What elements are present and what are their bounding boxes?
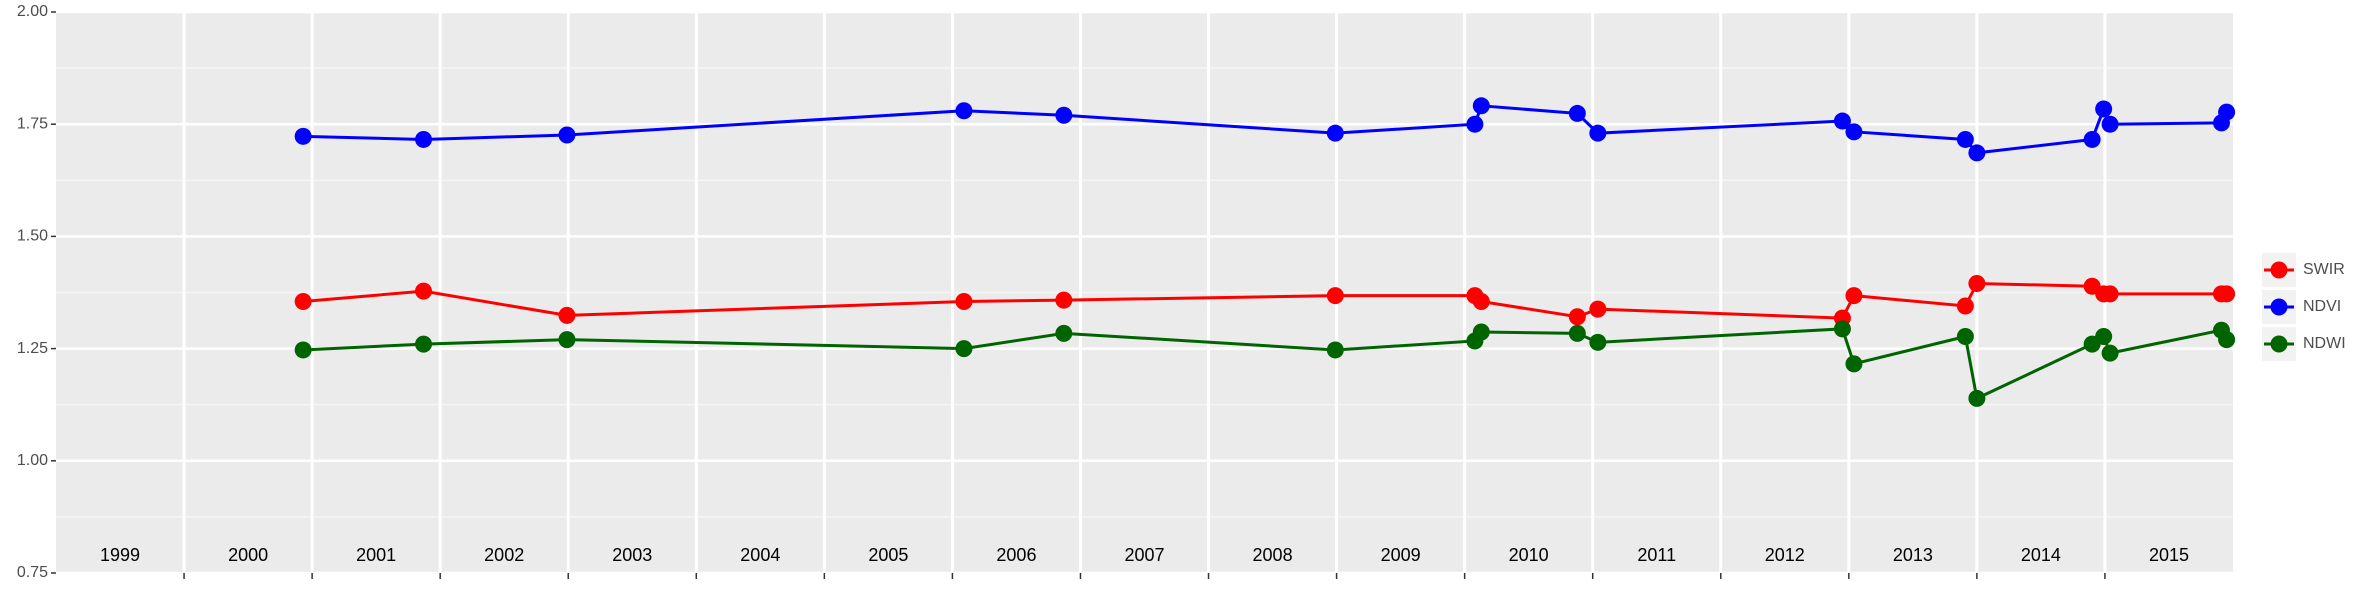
point <box>2083 130 2101 148</box>
point <box>1326 341 1344 359</box>
point <box>1956 130 1974 148</box>
point <box>1968 144 1986 162</box>
y-tick-label: 1.75 <box>17 115 48 132</box>
point <box>558 331 576 349</box>
y-tick-label: 1.50 <box>17 228 48 245</box>
point <box>415 282 433 300</box>
point <box>955 292 973 310</box>
y-tick-label: 1.00 <box>17 452 48 469</box>
point <box>558 126 576 144</box>
year-label: 2001 <box>356 545 396 565</box>
legend: SWIR NDVI NDWI <box>2262 253 2346 361</box>
point <box>1472 97 1490 115</box>
point <box>294 127 312 145</box>
year-label: 2007 <box>1124 545 1164 565</box>
point <box>1568 104 1586 122</box>
point <box>1589 333 1607 351</box>
year-label: 2015 <box>2149 545 2189 565</box>
point <box>1055 324 1073 342</box>
year-label: 2012 <box>1765 545 1805 565</box>
point <box>294 292 312 310</box>
point <box>1845 123 1863 141</box>
point <box>415 335 433 353</box>
point <box>294 341 312 359</box>
point <box>2218 103 2236 121</box>
year-label: 2002 <box>484 545 524 565</box>
year-label: 1999 <box>100 545 140 565</box>
legend-point <box>2270 298 2288 316</box>
legend-label: SWIR <box>2303 261 2345 278</box>
year-label: 2004 <box>740 545 780 565</box>
point <box>2101 285 2119 303</box>
point <box>415 130 433 148</box>
point <box>1466 115 1484 133</box>
legend-point <box>2270 261 2288 279</box>
point <box>2095 327 2113 345</box>
point <box>1055 106 1073 124</box>
point <box>1589 300 1607 318</box>
legend-point <box>2270 335 2288 353</box>
point <box>1833 320 1851 338</box>
point <box>1568 308 1586 326</box>
year-label: 2014 <box>2021 545 2061 565</box>
point <box>1845 355 1863 373</box>
point <box>2101 344 2119 362</box>
point <box>1845 287 1863 305</box>
year-label: 2005 <box>868 545 908 565</box>
y-tick-label: 0.75 <box>17 564 48 581</box>
point <box>1568 324 1586 342</box>
marks <box>294 97 2236 407</box>
point <box>1833 112 1851 130</box>
point <box>1055 291 1073 309</box>
year-label: 2006 <box>996 545 1036 565</box>
point <box>1968 389 1986 407</box>
y-tick-label: 2.00 <box>17 3 48 20</box>
point <box>1589 124 1607 142</box>
point <box>1968 275 1986 293</box>
point <box>2218 285 2236 303</box>
legend-label: NDWI <box>2303 335 2346 352</box>
point <box>1472 292 1490 310</box>
point <box>1326 287 1344 305</box>
point <box>1472 323 1490 341</box>
year-label: 2003 <box>612 545 652 565</box>
year-label: 2011 <box>1637 545 1676 565</box>
point <box>1956 327 1974 345</box>
y-tick-label: 1.25 <box>17 340 48 357</box>
year-label: 2008 <box>1253 545 1293 565</box>
year-label: 2009 <box>1381 545 1421 565</box>
point <box>2095 100 2113 118</box>
year-label: 2013 <box>1893 545 1933 565</box>
point <box>2218 331 2236 349</box>
point <box>1956 297 1974 315</box>
year-label: 2000 <box>228 545 268 565</box>
point <box>955 340 973 358</box>
point <box>2101 115 2119 133</box>
point <box>1326 124 1344 142</box>
point <box>955 102 973 120</box>
legend-label: NDVI <box>2303 298 2341 315</box>
year-label: 2010 <box>1509 545 1549 565</box>
point <box>558 306 576 324</box>
